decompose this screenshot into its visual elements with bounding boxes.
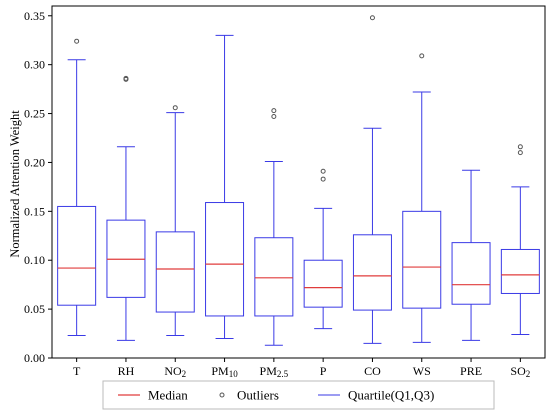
x-tick-label: PM10 <box>211 364 238 379</box>
legend-frame <box>102 380 495 410</box>
box-9 <box>451 169 491 341</box>
y-axis: 0.00 0.05 0.10 0.15 0.20 0.25 0.30 0.35 <box>24 9 52 365</box>
outlier-point <box>369 15 375 21</box>
box-7 <box>352 15 392 344</box>
y-axis-title: Normalized Attention Weight <box>8 110 22 258</box>
x-tick-label: WS <box>413 364 431 378</box>
y-tick-label: 0.15 <box>24 204 45 218</box>
box-2 <box>106 75 146 341</box>
outlier-point <box>320 176 326 182</box>
quartile-box <box>303 259 343 308</box>
outlier-point <box>517 144 523 150</box>
x-tick-label: PM2.5 <box>260 364 289 379</box>
x-tick-label: NO2 <box>164 364 186 379</box>
outlier-point <box>320 168 326 174</box>
plot-frame <box>51 5 546 359</box>
box-6 <box>303 168 343 330</box>
quartile-box <box>352 234 392 311</box>
y-tick-label: 0.20 <box>24 155 45 169</box>
y-tick-label: 0.05 <box>24 302 45 316</box>
y-tick-label: 0.30 <box>24 58 45 72</box>
box-4 <box>205 34 245 339</box>
quartile-box <box>254 237 294 317</box>
y-tick-label: 0.25 <box>24 107 45 121</box>
x-axis: T RH NO2 PM10 PM2.5 P CO WS PRE SO2 <box>73 358 530 379</box>
outlier-point <box>123 75 129 81</box>
outlier-point <box>74 38 80 44</box>
outlier-point <box>172 105 178 111</box>
x-tick-label: P <box>320 364 327 378</box>
outlier-point <box>271 113 277 119</box>
outlier-point <box>517 150 523 156</box>
x-tick-label: CO <box>364 364 381 378</box>
legend-item-quartile-q1-q3: Quartile(Q1,Q3) <box>318 388 434 403</box>
legend-label: Outliers <box>237 388 279 403</box>
legend-label: Median <box>148 388 188 403</box>
boxes <box>57 15 540 346</box>
legend-item-median: Median <box>118 388 188 403</box>
x-tick-label: PRE <box>460 364 482 378</box>
x-tick-label: SO2 <box>510 364 530 379</box>
legend: Median Outliers Quartile(Q1,Q3) <box>102 380 495 410</box>
y-tick-label: 0.10 <box>24 253 45 267</box>
x-tick-label: RH <box>118 364 135 378</box>
quartile-box <box>451 242 491 305</box>
quartile-box <box>205 202 245 317</box>
quartile-box <box>57 205 97 306</box>
quartile-box <box>402 210 442 309</box>
legend-label: Quartile(Q1,Q3) <box>348 388 434 403</box>
plot-area <box>51 5 546 359</box>
box-3 <box>155 105 195 337</box>
quartile-box <box>155 231 195 313</box>
x-tick-label: T <box>73 364 81 378</box>
y-tick-label: 0.00 <box>24 351 45 365</box>
box-5 <box>254 108 294 346</box>
box-8 <box>402 53 442 343</box>
y-tick-label: 0.35 <box>24 9 45 23</box>
box-10 <box>500 144 540 336</box>
legend-item-outliers: Outliers <box>219 388 279 403</box>
box-1 <box>57 38 97 337</box>
quartile-box <box>500 248 540 294</box>
legend-outlier-swatch <box>219 392 225 398</box>
outlier-point <box>419 53 425 59</box>
outlier-point <box>271 108 277 114</box>
